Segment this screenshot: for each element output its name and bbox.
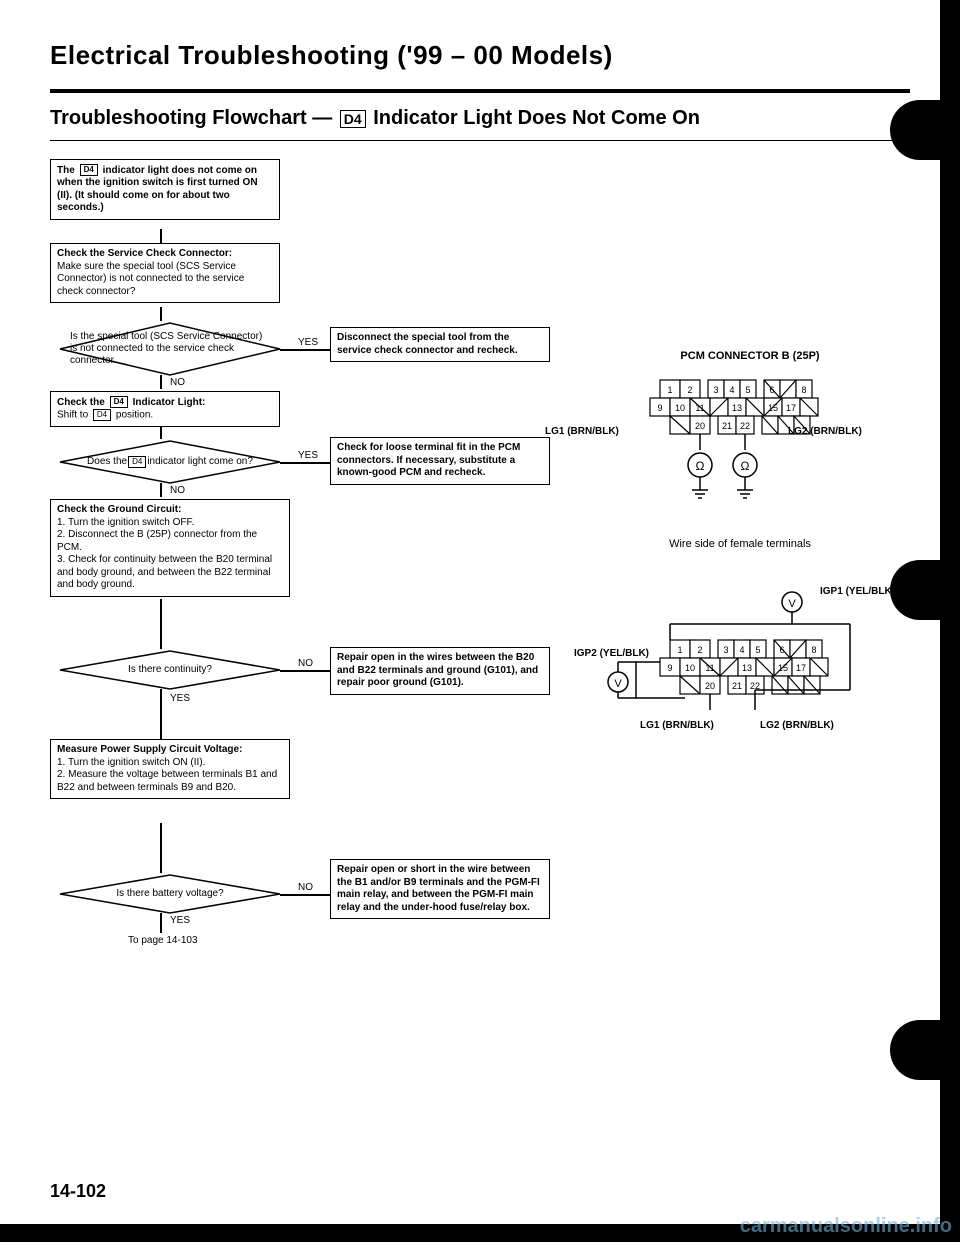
svg-text:8: 8	[811, 645, 816, 655]
connector-line	[160, 823, 162, 873]
svg-text:LG2 (BRN/BLK): LG2 (BRN/BLK)	[760, 720, 834, 731]
svg-text:5: 5	[745, 385, 750, 395]
divider-thin	[50, 140, 910, 141]
subtitle-suffix: Indicator Light Does Not Come On	[368, 107, 700, 129]
svg-text:6: 6	[779, 645, 784, 655]
connector-line	[160, 307, 162, 321]
svg-text:8: 8	[801, 385, 806, 395]
flowchart-decision-scs: Is the special tool (SCS Service Connect…	[40, 321, 300, 377]
page-title: Electrical Troubleshooting ('99 – 00 Mod…	[50, 40, 910, 71]
flowchart-box-repair-wires: Repair open in the wires between the B20…	[330, 647, 550, 695]
svg-text:20: 20	[695, 421, 705, 431]
connector-line	[160, 689, 162, 739]
connector-line	[160, 427, 162, 439]
svg-text:9: 9	[657, 403, 662, 413]
connector-line	[160, 913, 162, 933]
flowchart-box-start: The D4 indicator light does not come on …	[50, 159, 280, 220]
flowchart: The D4 indicator light does not come on …	[50, 159, 570, 1119]
label-yes: YES	[296, 337, 320, 348]
label-yes: YES	[168, 693, 192, 704]
label-lg2: LG2 (BRN/BLK)	[788, 426, 862, 437]
decision-text: Is there battery voltage?	[40, 873, 300, 915]
svg-text:Ω: Ω	[696, 459, 705, 473]
svg-text:IGP1 (YEL/BLK): IGP1 (YEL/BLK)	[820, 586, 890, 597]
connector-title: PCM CONNECTOR B (25P)	[600, 350, 900, 362]
flowchart-decision-voltage: Is there battery voltage?	[40, 873, 300, 915]
page-content: Electrical Troubleshooting ('99 – 00 Mod…	[0, 0, 960, 1242]
svg-text:22: 22	[740, 421, 750, 431]
page-number: 14-102	[50, 1181, 106, 1202]
flowchart-box-check-ground: Check the Ground Circuit: 1. Turn the ig…	[50, 499, 290, 597]
svg-text:1: 1	[677, 645, 682, 655]
flowchart-decision-continuity: Is there continuity?	[40, 649, 300, 691]
subtitle: Troubleshooting Flowchart — D4 Indicator…	[50, 107, 910, 130]
connector-svg-2: IGP1 (YEL/BLK) V IGP2 (YEL/BLK) V	[570, 580, 890, 760]
svg-text:3: 3	[723, 645, 728, 655]
label-to-page: To page 14-103	[126, 935, 200, 946]
svg-text:5: 5	[755, 645, 760, 655]
svg-text:Ω: Ω	[741, 459, 750, 473]
label-no: NO	[168, 485, 187, 496]
svg-text:4: 4	[729, 385, 734, 395]
svg-text:20: 20	[705, 681, 715, 691]
decision-text: Is the special tool (SCS Service Connect…	[40, 321, 300, 377]
label-no: NO	[296, 882, 315, 893]
decision-text: Is there continuity?	[40, 649, 300, 691]
svg-text:17: 17	[786, 403, 796, 413]
flowchart-box-check-loose: Check for loose terminal fit in the PCM …	[330, 437, 550, 485]
svg-text:2: 2	[697, 645, 702, 655]
svg-text:3: 3	[713, 385, 718, 395]
svg-text:15: 15	[778, 663, 788, 673]
svg-text:21: 21	[732, 681, 742, 691]
label-yes: YES	[168, 915, 192, 926]
svg-text:V: V	[788, 598, 796, 610]
svg-text:13: 13	[732, 403, 742, 413]
connector-svg: 1 2 3 4 5 6 8 9 10 11 13 15 17 20 21 22 Ω Ω	[630, 370, 870, 510]
wire-side-label: Wire side of female terminals	[600, 538, 880, 550]
flowchart-box-disconnect: Disconnect the special tool from the ser…	[330, 327, 550, 362]
d4-badge: D4	[340, 110, 366, 128]
svg-text:11: 11	[695, 403, 704, 413]
connector-diagram-2: IGP1 (YEL/BLK) V IGP2 (YEL/BLK) V	[560, 580, 900, 760]
label-yes: YES	[296, 450, 320, 461]
flowchart-box-check-service: Check the Service Check Connector: Make …	[50, 243, 280, 303]
connector-line	[280, 349, 330, 351]
label-lg1: LG1 (BRN/BLK)	[545, 426, 619, 437]
svg-text:17: 17	[796, 663, 806, 673]
watermark: carmanualsonline.info	[732, 1211, 960, 1242]
connector-line	[280, 670, 330, 672]
connector-line	[160, 483, 162, 497]
svg-text:4: 4	[739, 645, 744, 655]
flowchart-box-measure-power: Measure Power Supply Circuit Voltage: 1.…	[50, 739, 290, 799]
connector-line	[160, 599, 162, 649]
svg-text:13: 13	[742, 663, 752, 673]
svg-text:10: 10	[675, 403, 685, 413]
svg-text:10: 10	[685, 663, 695, 673]
label-no: NO	[296, 658, 315, 669]
connector-line	[280, 462, 330, 464]
svg-text:9: 9	[667, 663, 672, 673]
svg-text:2: 2	[687, 385, 692, 395]
flowchart-decision-indicator: Does the D4 indicator light come on?	[40, 439, 300, 485]
subtitle-prefix: Troubleshooting Flowchart —	[50, 107, 338, 129]
decision-text: Does the D4 indicator light come on?	[40, 439, 300, 485]
svg-text:11: 11	[705, 663, 714, 673]
label-no: NO	[168, 377, 187, 388]
flowchart-box-check-indicator: Check the D4 Indicator Light: Shift to D…	[50, 391, 280, 427]
connector-line	[160, 229, 162, 243]
connector-diagram-1: PCM CONNECTOR B (25P)	[600, 350, 900, 510]
connector-line	[160, 375, 162, 389]
divider-thick	[50, 89, 910, 93]
svg-text:21: 21	[722, 421, 732, 431]
svg-text:V: V	[614, 678, 622, 690]
connector-line	[280, 894, 330, 896]
svg-text:6: 6	[769, 385, 774, 395]
flowchart-box-repair-short: Repair open or short in the wire between…	[330, 859, 550, 919]
svg-text:IGP2 (YEL/BLK): IGP2 (YEL/BLK)	[574, 648, 649, 659]
svg-text:LG1 (BRN/BLK): LG1 (BRN/BLK)	[640, 720, 714, 731]
svg-text:1: 1	[667, 385, 672, 395]
svg-text:15: 15	[768, 403, 778, 413]
